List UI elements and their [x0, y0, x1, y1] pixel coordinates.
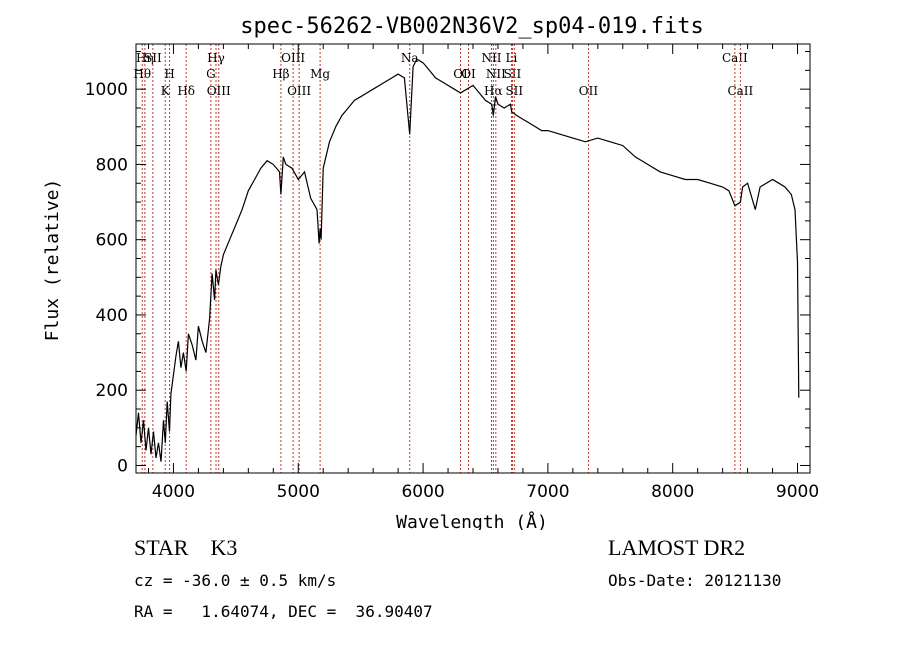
- series-line-0: [135, 58, 800, 462]
- y-axis-label: Flux (relative): [42, 179, 63, 342]
- line-marker-label-3: K: [161, 84, 171, 98]
- x-tick-label-0: 4000: [152, 482, 195, 502]
- x-axis-label: Wavelength (Å): [396, 511, 548, 530]
- line-marker-label-5: Hδ: [177, 84, 195, 98]
- spectrum-chart: spec-56262-VB002N36V2_sp04-019.fits Flux…: [42, 14, 819, 530]
- y-tick-label-2: 400: [96, 306, 128, 326]
- x-tick-label-1: 5000: [277, 482, 320, 502]
- x-tick-label-5: 9000: [776, 482, 819, 502]
- line-marker-label-18: NII: [486, 67, 506, 81]
- line-marker-label-1: Hη: [136, 51, 154, 65]
- line-marker-label-24: CaII: [727, 84, 753, 98]
- observation-date: Obs-Date: 20121130: [608, 571, 782, 590]
- y-tick-label-3: 600: [96, 231, 128, 251]
- x-tick-label-4: 8000: [651, 482, 694, 502]
- axis-ticks: 4000 5000 6000 7000 8000 9000 0 200 400 600 800 100…: [85, 44, 819, 502]
- y-tick-label-4: 800: [96, 155, 128, 175]
- y-tick-label-5: 1000: [85, 80, 128, 100]
- survey-name: LAMOST DR2: [608, 535, 746, 560]
- line-marker-label-2: SII: [144, 51, 162, 65]
- line-marker-label-8: OIII: [207, 84, 231, 98]
- x-tick-label-3: 7000: [526, 482, 569, 502]
- line-marker-label-14: OI: [453, 67, 468, 81]
- line-marker-label-17: Hα: [484, 84, 503, 98]
- line-marker-label-10: OIII: [281, 51, 305, 65]
- line-marker-label-6: G: [206, 67, 216, 81]
- y-tick-label-0: 0: [117, 456, 128, 476]
- spectrum-series: [135, 58, 800, 462]
- line-marker-label-22: OII: [579, 84, 599, 98]
- line-marker-label-16: NII: [481, 51, 501, 65]
- x-tick-label-2: 6000: [401, 482, 444, 502]
- line-marker-label-7: Hγ: [207, 51, 225, 65]
- line-marker-label-23: CaII: [722, 51, 748, 65]
- coordinates-readout: RA = 1.64074, DEC = 36.90407: [134, 602, 433, 621]
- spectral-line-markers: HθHηSIIKHHδGHγOIIIHβOIIIOIIIMgNaOIOINIIH…: [133, 44, 754, 473]
- redshift-readout: cz = -36.0 ± 0.5 km/s: [134, 571, 337, 590]
- line-marker-label-4: H: [164, 67, 174, 81]
- line-marker-label-15: OI: [461, 67, 476, 81]
- line-marker-label-9: Hβ: [272, 67, 289, 81]
- line-marker-label-13: Na: [401, 51, 419, 65]
- object-classification: STAR K3: [134, 535, 238, 560]
- line-marker-label-11: OIII: [287, 84, 311, 98]
- y-tick-label-1: 200: [96, 381, 128, 401]
- chart-title: spec-56262-VB002N36V2_sp04-019.fits: [240, 14, 704, 39]
- line-marker-label-12: Mg: [310, 67, 330, 81]
- line-marker-label-20: SII: [504, 67, 522, 81]
- line-marker-label-21: SII: [505, 84, 523, 98]
- plot-frame: [135, 43, 811, 474]
- line-marker-label-19: Li: [506, 51, 518, 65]
